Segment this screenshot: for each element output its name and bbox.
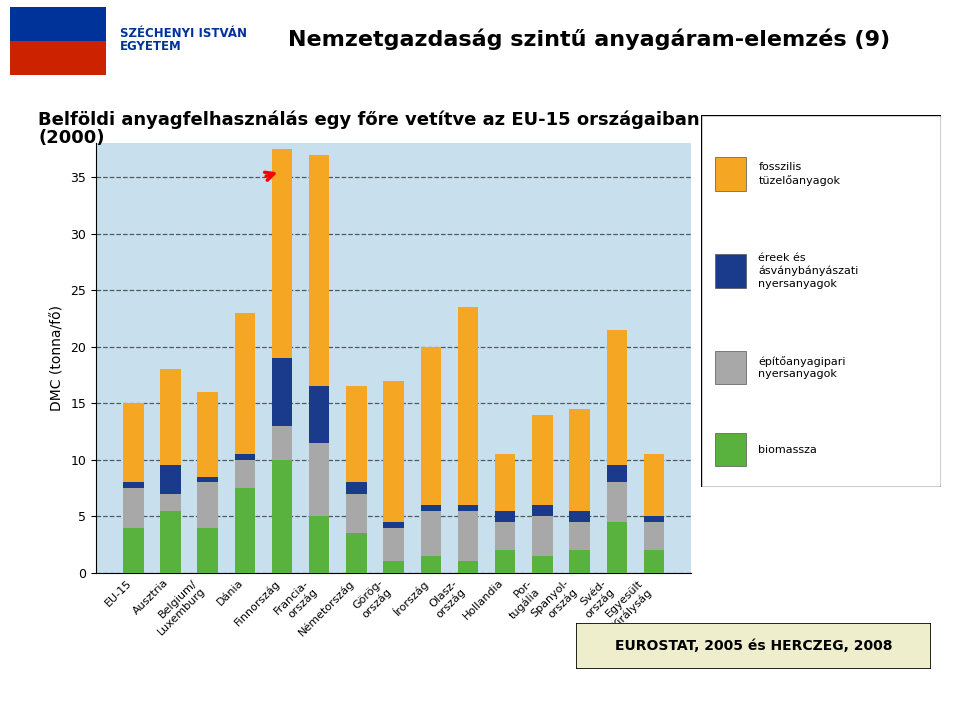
Bar	[607, 330, 627, 465]
Bar	[347, 533, 367, 573]
Text: biomassza: biomassza	[758, 445, 817, 455]
Bar	[272, 460, 292, 573]
Text: építőanyagipari
nyersanyagok: építőanyagipari nyersanyagok	[758, 356, 846, 379]
Bar	[532, 516, 553, 556]
Bar	[198, 483, 218, 528]
Bar	[309, 386, 329, 442]
Bar	[458, 511, 478, 561]
Bar	[383, 561, 404, 573]
Bar	[420, 347, 441, 505]
Bar	[644, 454, 664, 516]
Text: Létrehozta: dr. Torma A.: Létrehozta: dr. Torma A.	[29, 696, 154, 706]
Text: EUROSTAT, 2005 és HERCZEG, 2008: EUROSTAT, 2005 és HERCZEG, 2008	[614, 639, 893, 653]
Bar	[198, 528, 218, 573]
Bar	[198, 392, 218, 477]
Bar	[458, 561, 478, 573]
Bar	[458, 307, 478, 505]
Bar	[272, 358, 292, 426]
Bar	[383, 522, 404, 528]
Bar	[383, 528, 404, 561]
Bar	[347, 386, 367, 483]
Bar	[123, 528, 143, 573]
FancyBboxPatch shape	[715, 158, 747, 191]
Bar	[420, 556, 441, 573]
Bar	[495, 454, 516, 511]
Bar	[160, 511, 180, 573]
Bar	[234, 454, 255, 460]
FancyBboxPatch shape	[715, 254, 747, 288]
Bar	[160, 465, 180, 493]
Bar	[532, 505, 553, 516]
Text: EGYETEM: EGYETEM	[120, 40, 181, 53]
Bar	[569, 511, 589, 522]
Bar	[160, 493, 180, 511]
Text: SZÉCHENYI ISTVÁN: SZÉCHENYI ISTVÁN	[120, 27, 247, 40]
Bar	[532, 556, 553, 573]
FancyBboxPatch shape	[715, 351, 747, 384]
Text: Nemzetgazdaság szintű anyagáram-elemzés (9): Nemzetgazdaság szintű anyagáram-elemzés …	[288, 29, 890, 50]
Bar	[309, 442, 329, 516]
Text: 19/35: 19/35	[877, 696, 908, 706]
Bar	[420, 505, 441, 511]
Bar	[160, 369, 180, 465]
Bar	[495, 522, 516, 550]
Text: (2000): (2000)	[38, 129, 105, 147]
Bar	[347, 493, 367, 533]
Text: Belföldi anyagfelhasználás egy főre vetítve az EU-15 országaiban: Belföldi anyagfelhasználás egy főre vetí…	[38, 111, 700, 130]
Bar	[458, 505, 478, 511]
Bar	[607, 483, 627, 522]
Bar	[644, 516, 664, 522]
Bar	[495, 511, 516, 522]
Bar	[569, 550, 589, 573]
Bar	[644, 522, 664, 550]
Bar	[234, 313, 255, 454]
Y-axis label: DMC (tonna/fő): DMC (tonna/fő)	[51, 305, 65, 411]
FancyBboxPatch shape	[715, 433, 747, 466]
Bar	[123, 488, 143, 528]
Bar	[495, 550, 516, 573]
Bar	[10, 7, 106, 41]
Text: KÖRNYEZETMÉRNÖKI TANSZÉK: KÖRNYEZETMÉRNÖKI TANSZÉK	[741, 77, 935, 87]
Bar	[607, 522, 627, 573]
Bar	[272, 426, 292, 460]
Bar	[123, 403, 143, 483]
Bar	[198, 477, 218, 483]
Text: Létrehozva: 2009.07.09.: Létrehozva: 2009.07.09.	[365, 696, 492, 706]
Bar	[607, 465, 627, 483]
Bar	[309, 155, 329, 386]
Bar	[383, 381, 404, 522]
Bar	[10, 41, 106, 75]
Bar	[532, 415, 553, 505]
Bar	[309, 516, 329, 573]
Bar	[420, 511, 441, 556]
Bar	[644, 550, 664, 573]
Bar	[234, 460, 255, 488]
Bar	[569, 409, 589, 511]
Bar	[569, 522, 589, 550]
Text: éreek és
ásványbányászati
nyersanyagok: éreek és ásványbányászati nyersanyagok	[758, 253, 859, 289]
Bar	[272, 149, 292, 358]
Bar	[123, 483, 143, 488]
Bar	[234, 488, 255, 573]
Bar	[347, 483, 367, 493]
Text: fosszilis
tüzelőanyagok: fosszilis tüzelőanyagok	[758, 163, 840, 186]
